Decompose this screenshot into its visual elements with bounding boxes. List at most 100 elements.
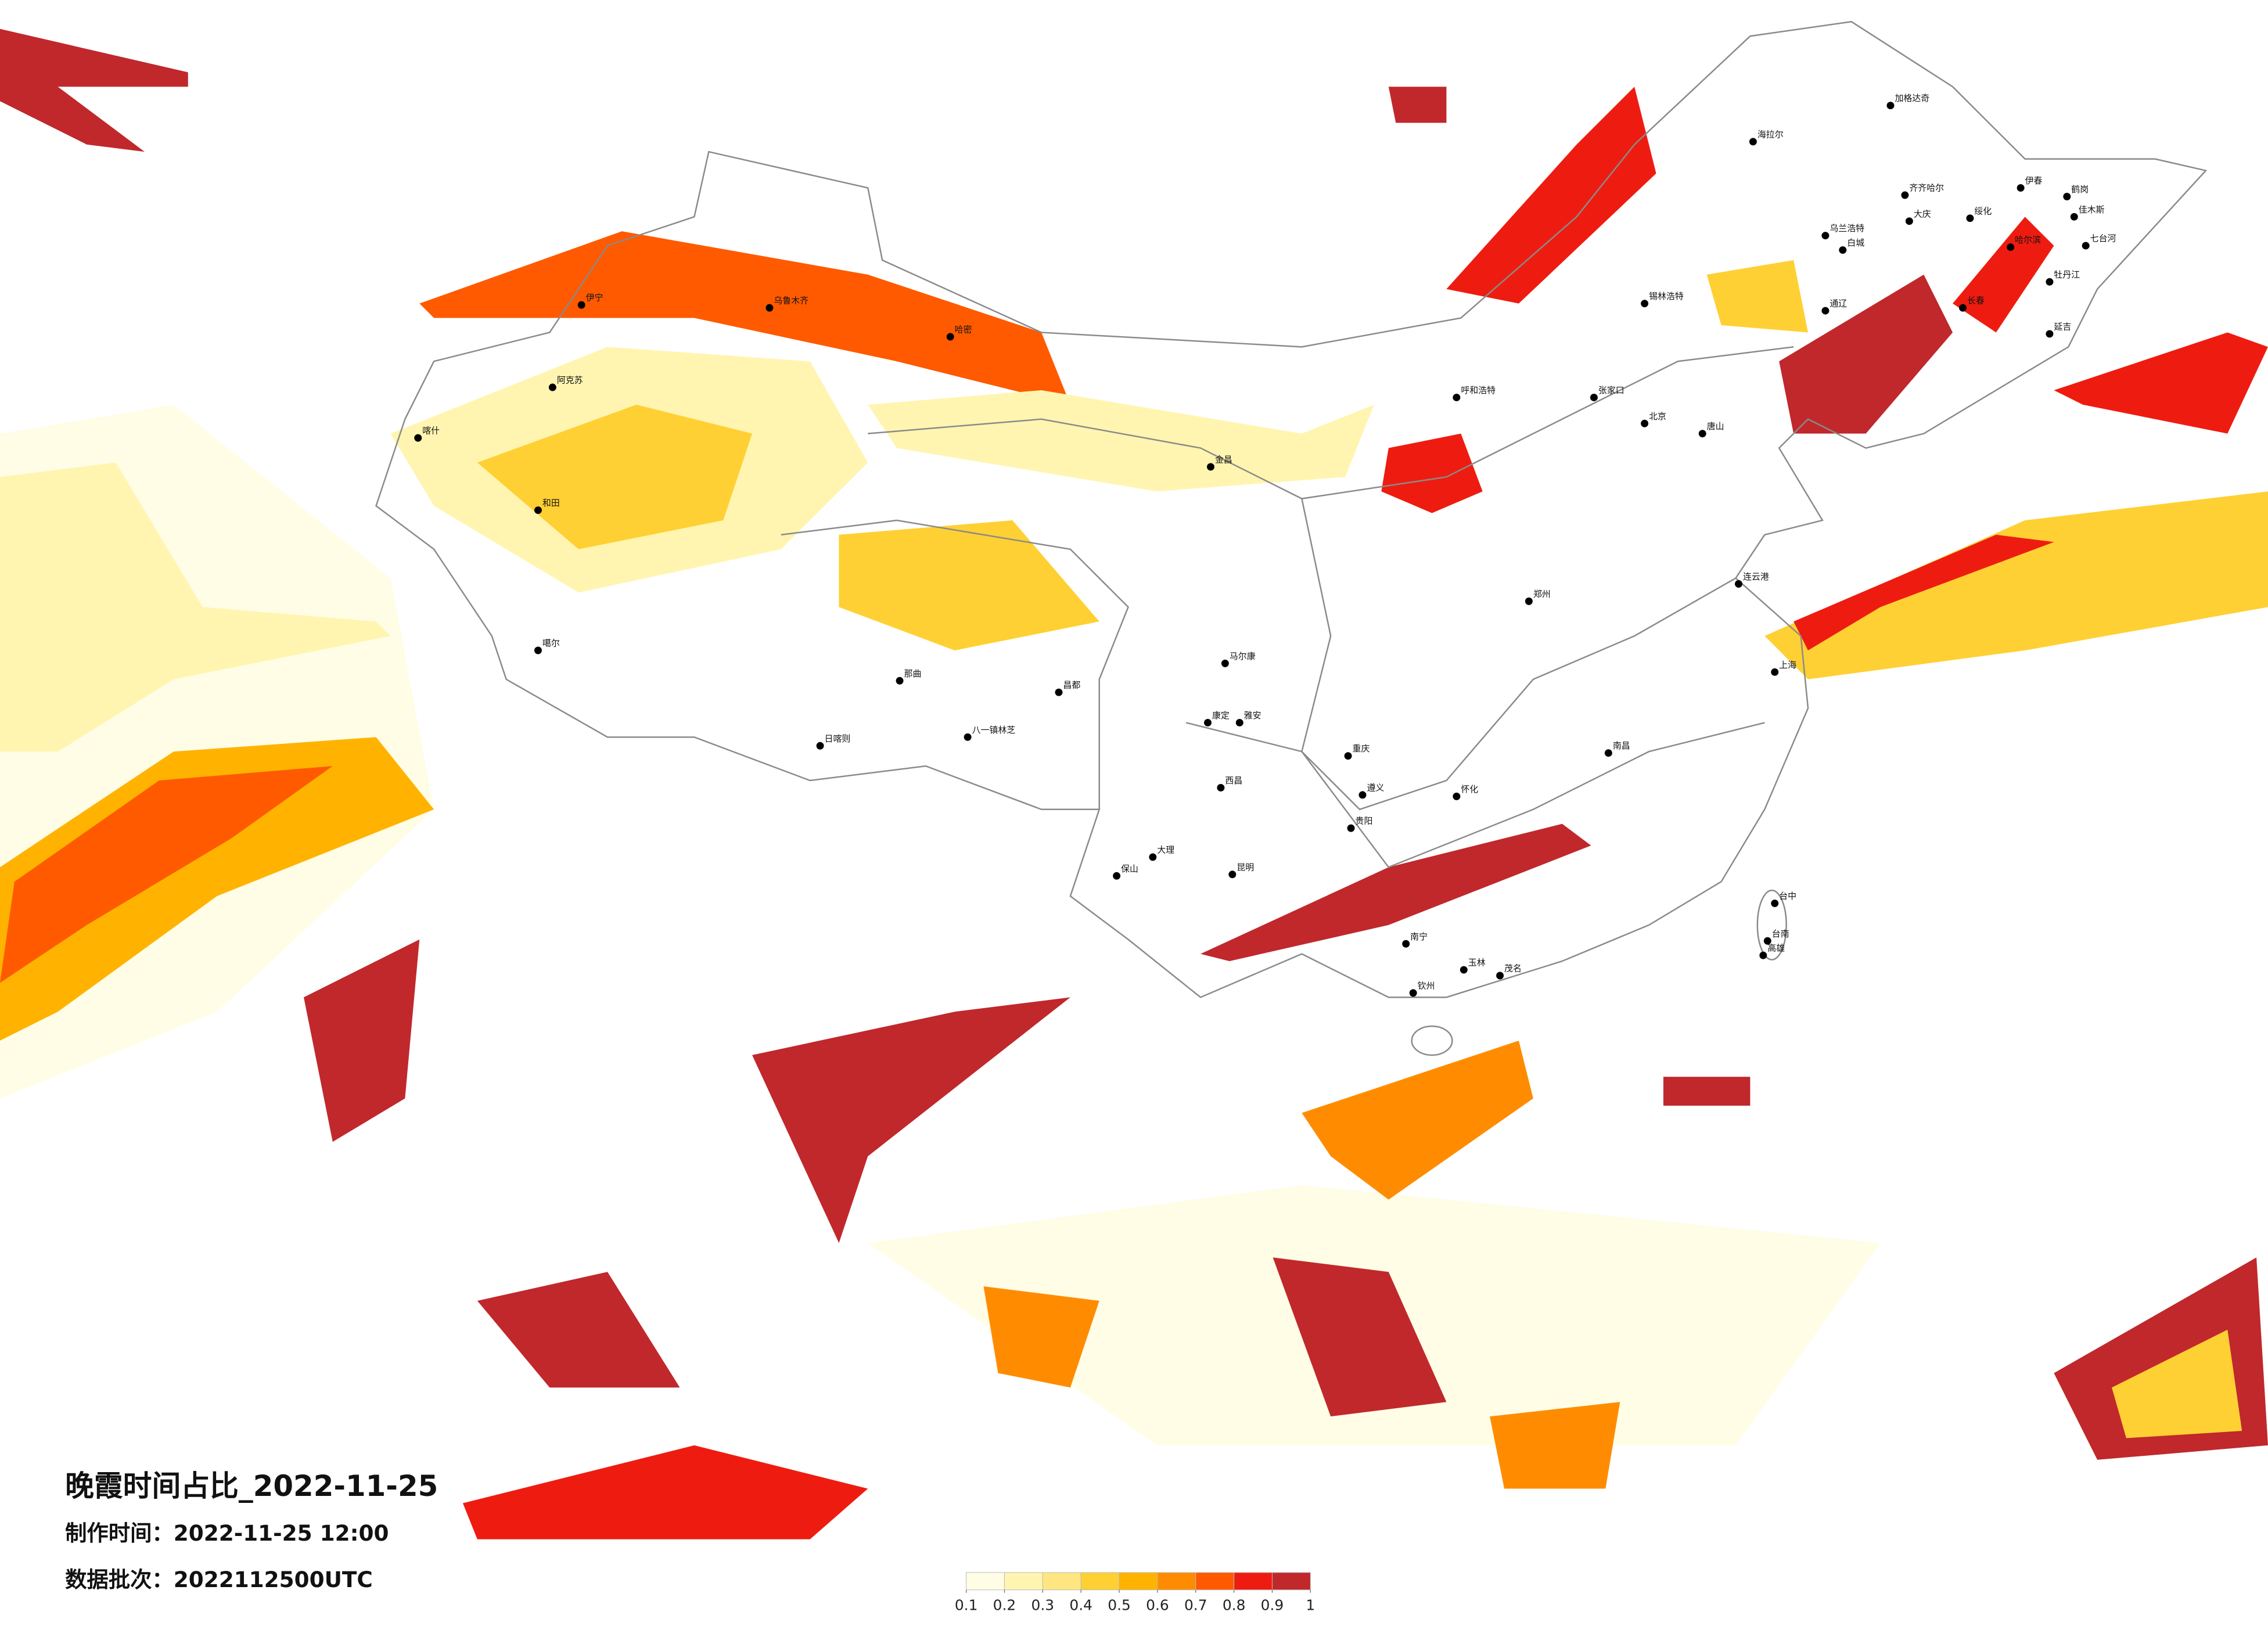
city-label: 保山 (1121, 864, 1138, 874)
city-dot (1221, 659, 1229, 667)
legend-swatch (1271, 1572, 1311, 1591)
field-region (0, 462, 391, 752)
city-dot (2007, 243, 2015, 251)
legend-swatch (966, 1572, 1005, 1591)
city-dot (896, 677, 904, 685)
city-dot (816, 742, 824, 750)
field-region (1793, 534, 2054, 650)
field-region (1446, 87, 1656, 304)
legend-swatch (1042, 1572, 1081, 1591)
province-border (868, 346, 1794, 499)
field-region (839, 520, 1099, 650)
city-dot (1821, 232, 1830, 240)
city-label: 雅安 (1244, 710, 1261, 721)
field-region (477, 404, 753, 549)
city-dot (1228, 870, 1237, 879)
field-region (1490, 1402, 1620, 1489)
city-dot (1496, 972, 1504, 980)
field-region (1706, 260, 1809, 333)
city-dot (2063, 193, 2071, 200)
legend-tick-label: 0.1 (955, 1597, 978, 1614)
city-dot (2046, 278, 2054, 286)
city-dot (2070, 213, 2078, 221)
legend-tick-label: 0.7 (1184, 1597, 1207, 1614)
legend-swatch (1157, 1572, 1196, 1591)
legend-tick-label: 0.4 (1069, 1597, 1092, 1614)
city-dot (534, 506, 542, 515)
city-dot (1460, 966, 1468, 974)
city-label: 台南 (1772, 929, 1789, 939)
legend-tick-label: 0.2 (993, 1597, 1016, 1614)
city-dot (1759, 951, 1767, 959)
colorbar: 0.1 0.2 0.3 0.4 0.5 0.6 0.7 0.8 0.9 1 (955, 1572, 1315, 1614)
field-region (868, 390, 1374, 492)
city-label: 阿克苏 (557, 375, 583, 386)
city-dot (1113, 872, 1121, 880)
city-dot (1886, 102, 1895, 110)
city-label: 重庆 (1353, 743, 1370, 754)
city-label: 通辽 (1830, 298, 1847, 309)
city-dot (1590, 393, 1598, 401)
city-dot (1149, 853, 1157, 861)
island-outline (1756, 889, 1787, 961)
city-label: 大理 (1157, 844, 1174, 855)
city-label: 哈尔滨 (2015, 235, 2041, 245)
city-label: 贵阳 (1356, 816, 1373, 826)
city-dot (2082, 242, 2090, 250)
legend-swatch (1119, 1572, 1158, 1591)
legend-tick-label: 0.9 (1261, 1597, 1284, 1614)
field-region (752, 997, 1070, 1243)
city-label: 齐齐哈尔 (1909, 183, 1944, 193)
city-dot (1358, 791, 1367, 799)
value: 2022-11-25 12:00 (174, 1520, 389, 1546)
borders (375, 21, 2208, 1056)
legend-tick-label: 0.5 (1108, 1597, 1131, 1614)
city-dot (1749, 138, 1757, 146)
city-label: 白城 (1847, 238, 1864, 248)
legend-swatch (1004, 1572, 1043, 1591)
city-label: 那曲 (904, 668, 922, 679)
city-label: 呼和浩特 (1461, 385, 1496, 395)
city-label: 锡林浩特 (1649, 291, 1684, 301)
province-border (781, 519, 1129, 810)
city-label: 日喀则 (825, 733, 851, 744)
city-dot (1604, 749, 1612, 757)
field-region (303, 939, 420, 1142)
city-dot (1771, 668, 1779, 676)
city-label: 郑州 (1533, 589, 1551, 599)
city-dot (964, 733, 972, 741)
legend-tick-label: 0.3 (1031, 1597, 1055, 1614)
city-label: 长春 (1967, 296, 1985, 306)
city-dot (2017, 184, 2025, 192)
legend-tick-label: 0.6 (1146, 1597, 1169, 1614)
city-dot (1453, 792, 1461, 800)
city-label: 张家口 (1598, 385, 1624, 395)
city-dot (1217, 783, 1225, 792)
city-label: 大庆 (1914, 208, 1931, 219)
city-label: 伊宁 (586, 293, 603, 303)
field-region (1388, 87, 1447, 123)
field-region (0, 28, 188, 152)
field-region (0, 737, 434, 1041)
city-dot (1771, 900, 1779, 908)
city-dot (1204, 718, 1212, 726)
city-label: 昌都 (1063, 680, 1080, 690)
field-layer (0, 28, 2268, 1539)
city-label: 高雄 (1767, 943, 1785, 954)
field-region (1381, 433, 1483, 513)
field-region (1663, 1077, 1751, 1106)
city-label: 上海 (1779, 660, 1796, 670)
city-label: 遵义 (1367, 782, 1384, 793)
label: 制作时间： (65, 1520, 174, 1546)
field-region (0, 766, 333, 983)
country-outline (375, 21, 2208, 998)
map-title: 晚霞时间占比_2022-11-25 (65, 1469, 438, 1503)
field-region (1764, 491, 2268, 679)
city-label: 佳木斯 (2079, 204, 2105, 215)
city-dot (2046, 330, 2054, 338)
city-label: 台中 (1779, 891, 1796, 901)
city-label: 伊春 (2025, 175, 2043, 186)
legend-swatch (1080, 1572, 1120, 1591)
